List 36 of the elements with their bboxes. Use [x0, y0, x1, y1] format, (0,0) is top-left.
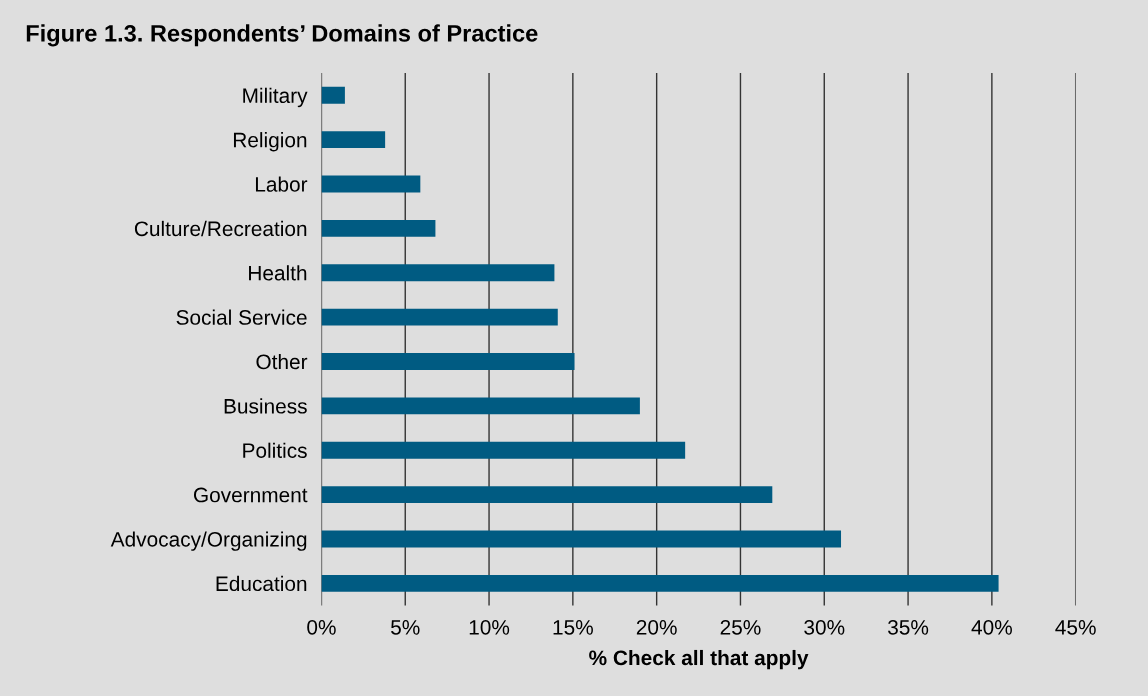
x-tick-label: 20% — [636, 619, 677, 635]
y-tick-label: Advocacy/Organizing — [110, 531, 307, 551]
x-tick-label: 0% — [307, 619, 336, 635]
x-tick-label: 45% — [1055, 620, 1096, 635]
x-tick-label: 40% — [971, 619, 1012, 635]
bar — [321, 308, 558, 326]
x-tick-label: 25% — [720, 619, 761, 635]
bar — [321, 530, 842, 548]
x-axis-title: % Check all that apply — [589, 649, 809, 670]
bar — [321, 219, 436, 237]
bar — [321, 441, 686, 459]
bar — [321, 353, 575, 370]
bar — [321, 86, 345, 104]
y-tick-label: Culture/Recreation — [134, 220, 307, 237]
x-tick-label: 30% — [804, 619, 845, 635]
y-tick-label: Government — [193, 487, 308, 503]
y-tick-label: Other — [256, 353, 308, 370]
y-tick-label: Business — [224, 398, 307, 414]
bar — [321, 574, 999, 592]
y-tick-label: Social Service — [176, 309, 307, 325]
chart-title: Figure 1.3. Respondents’ Domains of Practice — [26, 24, 538, 47]
bar — [321, 264, 555, 282]
y-tick-label: Military — [243, 87, 308, 108]
y-tick-label: Labor — [255, 176, 308, 192]
x-tick-label: 10% — [469, 619, 510, 635]
bar — [321, 131, 386, 149]
bar — [321, 175, 421, 193]
x-tick-label: 35% — [888, 619, 929, 635]
y-tick-label: Politics — [243, 442, 307, 458]
bar — [321, 486, 773, 504]
y-tick-label: Religion — [233, 132, 307, 152]
bar — [321, 397, 640, 415]
x-tick-label: 5% — [391, 620, 420, 635]
y-tick-label: Health — [249, 265, 307, 281]
x-tick-label: 15% — [553, 620, 593, 635]
y-tick-label: Education — [216, 575, 307, 592]
